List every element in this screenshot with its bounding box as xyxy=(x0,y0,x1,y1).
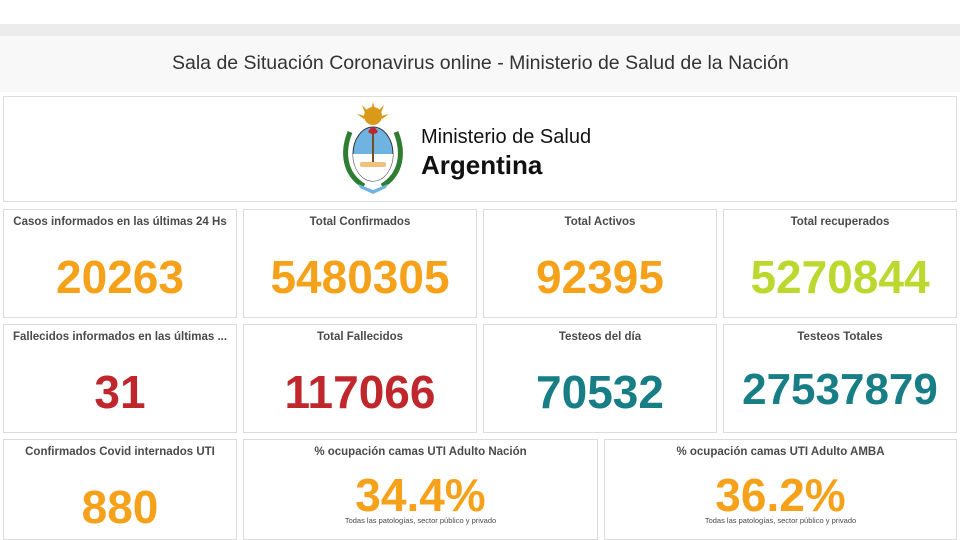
ministry-name: Ministerio de Salud xyxy=(421,126,592,148)
stat-value: 5480305 xyxy=(270,251,450,303)
page-title: Sala de Situación Coronavirus online - M… xyxy=(172,52,789,74)
stat-card-fallecidos-24h: Fallecidos informados en las últimas ...… xyxy=(3,324,237,433)
stat-title: Testeos del día xyxy=(558,331,642,343)
stat-card-ocupacion-nacion: % ocupación camas UTI Adulto Nación 34.4… xyxy=(243,439,598,540)
stat-card-total-fallecidos: Total Fallecidos 117066 xyxy=(243,324,477,433)
stat-title: Total Fallecidos xyxy=(316,331,404,343)
stat-card-total-confirmados: Total Confirmados 5480305 xyxy=(243,209,477,318)
ministry-logo-card xyxy=(3,96,957,202)
stat-value: 5270844 xyxy=(750,251,930,303)
stat-title: Casos informados en las últimas 24 Hs xyxy=(13,216,227,228)
stat-title: Total Activos xyxy=(564,216,636,228)
stat-value: 92395 xyxy=(536,251,664,303)
stat-card-ocupacion-amba: % ocupación camas UTI Adulto AMBA 36.2% … xyxy=(604,439,957,540)
stat-title: Total recuperados xyxy=(790,216,890,228)
stat-value: 70532 xyxy=(536,366,664,418)
country-name: Argentina xyxy=(421,150,543,180)
stat-value: 27537879 xyxy=(742,365,938,414)
stat-title: % ocupación camas UTI Adulto AMBA xyxy=(676,446,885,458)
stat-value: 36.2% xyxy=(715,469,846,521)
stat-card-casos-24h: Casos informados en las últimas 24 Hs 20… xyxy=(3,209,237,318)
stat-card-testeos-dia: Testeos del día 70532 xyxy=(483,324,717,433)
browser-band xyxy=(0,24,960,36)
top-strip xyxy=(0,0,960,24)
stat-value: 31 xyxy=(94,366,146,418)
stat-card-testeos-totales: Testeos Totales 27537879 xyxy=(723,324,957,433)
stat-note: Todas las patologías, sector público y p… xyxy=(344,516,497,525)
stat-title: Total Confirmados xyxy=(309,216,411,228)
page-header xyxy=(0,36,960,92)
stat-card-internados-uti: Confirmados Covid internados UTI 880 xyxy=(3,439,237,540)
stat-title: Testeos Totales xyxy=(797,331,883,343)
stat-value: 34.4% xyxy=(355,469,486,521)
stat-card-total-recuperados: Total recuperados 5270844 xyxy=(723,209,957,318)
stat-value: 117066 xyxy=(284,366,436,418)
stat-title: Fallecidos informados en las últimas ... xyxy=(12,331,228,343)
stat-title: Confirmados Covid internados UTI xyxy=(25,446,215,458)
stat-card-total-activos: Total Activos 92395 xyxy=(483,209,717,318)
stat-note: Todas las patologías, sector público y p… xyxy=(704,516,857,525)
stat-value: 880 xyxy=(81,481,159,533)
argentina-coat-of-arms-icon xyxy=(343,102,403,194)
stat-title: % ocupación camas UTI Adulto Nación xyxy=(314,446,527,458)
stat-value: 20263 xyxy=(56,251,184,303)
